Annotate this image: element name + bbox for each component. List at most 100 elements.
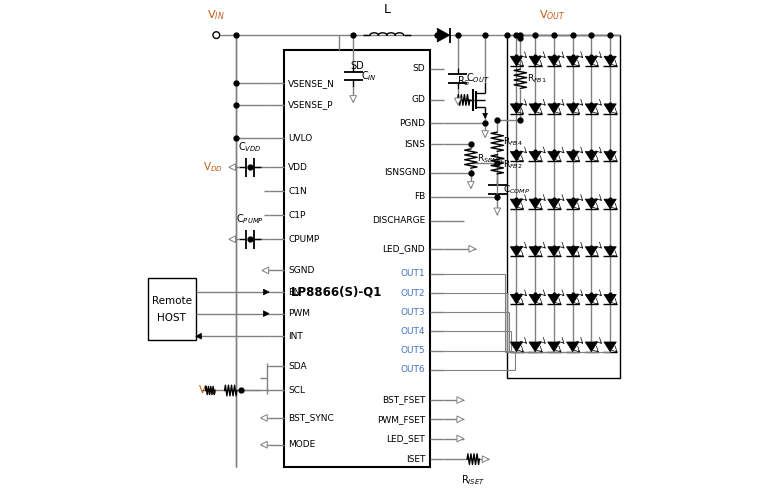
Text: ISNSGND: ISNSGND xyxy=(384,168,426,178)
Text: SCL: SCL xyxy=(288,386,306,395)
Polygon shape xyxy=(529,246,542,256)
Polygon shape xyxy=(228,164,235,171)
Polygon shape xyxy=(261,414,267,421)
Text: ISET: ISET xyxy=(406,455,426,463)
Text: V$_{DD}$: V$_{DD}$ xyxy=(203,160,224,174)
Text: PGND: PGND xyxy=(400,119,426,127)
Polygon shape xyxy=(510,56,523,66)
Text: FB: FB xyxy=(414,192,426,201)
Polygon shape xyxy=(261,441,267,448)
Polygon shape xyxy=(548,152,560,161)
Polygon shape xyxy=(548,294,560,304)
Polygon shape xyxy=(566,56,579,66)
Polygon shape xyxy=(585,152,597,161)
Text: OUT1: OUT1 xyxy=(400,269,426,278)
Text: L: L xyxy=(384,3,390,16)
Polygon shape xyxy=(196,334,202,339)
Text: LP8866(S)-Q1: LP8866(S)-Q1 xyxy=(290,285,382,298)
Text: OUT4: OUT4 xyxy=(401,327,426,336)
Polygon shape xyxy=(482,456,489,462)
Polygon shape xyxy=(437,28,450,42)
Text: C$_{VDD}$: C$_{VDD}$ xyxy=(238,140,262,154)
Text: HOST: HOST xyxy=(157,313,186,323)
Polygon shape xyxy=(529,104,542,114)
Text: C$_{IN}$: C$_{IN}$ xyxy=(361,69,377,83)
Text: VSENSE_P: VSENSE_P xyxy=(288,100,334,109)
Text: R$_G$: R$_G$ xyxy=(457,74,471,88)
Text: EN: EN xyxy=(288,287,301,297)
Text: OUT6: OUT6 xyxy=(400,366,426,374)
Polygon shape xyxy=(494,208,500,215)
Polygon shape xyxy=(604,246,617,256)
Text: SGND: SGND xyxy=(288,266,315,275)
Polygon shape xyxy=(566,294,579,304)
Text: C1N: C1N xyxy=(288,186,307,196)
Text: R$_{ISET}$: R$_{ISET}$ xyxy=(461,474,485,488)
Polygon shape xyxy=(457,435,464,442)
Text: UVLO: UVLO xyxy=(288,134,312,143)
Polygon shape xyxy=(548,342,560,352)
Text: OUT2: OUT2 xyxy=(401,288,426,298)
Text: Remote: Remote xyxy=(152,296,192,307)
Polygon shape xyxy=(264,289,269,295)
Polygon shape xyxy=(264,311,269,316)
Polygon shape xyxy=(529,56,542,66)
Bar xyxy=(147,277,196,340)
Bar xyxy=(283,50,430,467)
Polygon shape xyxy=(585,56,597,66)
Polygon shape xyxy=(566,152,579,161)
Text: V$_{IN}$: V$_{IN}$ xyxy=(206,8,224,22)
Polygon shape xyxy=(585,104,597,114)
Polygon shape xyxy=(604,152,617,161)
Polygon shape xyxy=(566,104,579,114)
Polygon shape xyxy=(585,246,597,256)
Text: SDA: SDA xyxy=(288,362,307,371)
Text: V$_{DD}$: V$_{DD}$ xyxy=(198,384,219,398)
Text: R$_{FB2}$: R$_{FB2}$ xyxy=(503,158,523,171)
Polygon shape xyxy=(483,113,487,118)
Text: R$_{SENSE}$: R$_{SENSE}$ xyxy=(477,153,506,165)
Polygon shape xyxy=(529,294,542,304)
Polygon shape xyxy=(585,199,597,209)
Polygon shape xyxy=(510,342,523,352)
Polygon shape xyxy=(548,246,560,256)
Polygon shape xyxy=(548,56,560,66)
Polygon shape xyxy=(457,416,464,423)
Text: SD: SD xyxy=(413,64,426,73)
Polygon shape xyxy=(604,342,617,352)
Text: OUT5: OUT5 xyxy=(400,346,426,355)
Polygon shape xyxy=(262,267,269,274)
Polygon shape xyxy=(455,98,461,105)
Polygon shape xyxy=(604,104,617,114)
Polygon shape xyxy=(510,152,523,161)
Text: MODE: MODE xyxy=(288,440,316,449)
Text: C1P: C1P xyxy=(288,211,306,220)
Polygon shape xyxy=(510,199,523,209)
Text: LED_GND: LED_GND xyxy=(383,245,426,253)
Text: SD: SD xyxy=(350,62,364,71)
Polygon shape xyxy=(548,104,560,114)
Text: C$_{OUT}$: C$_{OUT}$ xyxy=(465,71,490,85)
Polygon shape xyxy=(510,246,523,256)
Polygon shape xyxy=(585,294,597,304)
Text: VSENSE_N: VSENSE_N xyxy=(288,79,335,88)
Polygon shape xyxy=(228,236,235,243)
Text: GD: GD xyxy=(411,95,426,104)
Text: R$_{FB1}$: R$_{FB1}$ xyxy=(526,72,546,85)
Polygon shape xyxy=(510,294,523,304)
Text: INT: INT xyxy=(288,332,303,341)
Polygon shape xyxy=(469,246,476,252)
Text: R$_{FB4}$: R$_{FB4}$ xyxy=(503,135,523,148)
Polygon shape xyxy=(548,199,560,209)
Polygon shape xyxy=(585,342,597,352)
Polygon shape xyxy=(529,342,542,352)
Text: BST_FSET: BST_FSET xyxy=(382,396,426,404)
Text: ISNS: ISNS xyxy=(404,140,426,149)
Text: C$_{COMP}$: C$_{COMP}$ xyxy=(503,184,530,196)
Text: CPUMP: CPUMP xyxy=(288,235,319,244)
Polygon shape xyxy=(604,294,617,304)
Text: PWM_FSET: PWM_FSET xyxy=(377,415,426,424)
Text: DISCHARGE: DISCHARGE xyxy=(372,216,426,225)
Text: PWM: PWM xyxy=(288,309,310,318)
Polygon shape xyxy=(529,152,542,161)
